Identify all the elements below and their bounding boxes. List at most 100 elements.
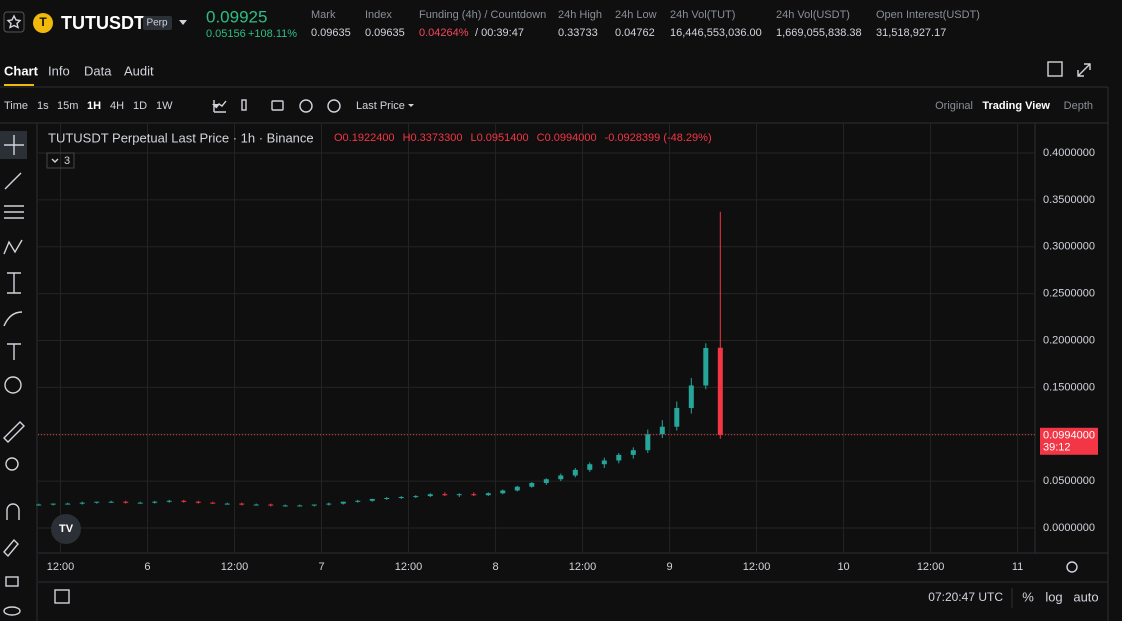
chart-title: TUTUSDT Perpetual Last Price · 1h · Bina… [48, 130, 314, 145]
interval[interactable]: 1H [87, 100, 101, 112]
magnet-tool[interactable] [6, 503, 20, 520]
candle-body [471, 494, 477, 496]
trend-line-tool[interactable] [4, 172, 22, 190]
candle-body [398, 497, 404, 499]
stat-value: 0.09635 [365, 27, 405, 39]
candle-body [94, 501, 100, 503]
tv-logo [51, 514, 81, 544]
coin-logo-letter: T [39, 15, 47, 29]
candle-body [297, 505, 303, 507]
interval[interactable]: 15m [57, 100, 78, 112]
lock-tool[interactable] [5, 576, 19, 587]
interval[interactable]: 1s [37, 100, 49, 112]
candle-body [166, 500, 172, 502]
candle-body [123, 501, 129, 503]
fullscreen-button[interactable] [1077, 63, 1091, 77]
ruler-tool[interactable] [3, 421, 25, 443]
candle-body [268, 504, 274, 506]
candle-body [543, 479, 549, 483]
date-range-button[interactable] [54, 589, 70, 604]
candle-body [253, 504, 259, 506]
stat-value: 0.09635 [311, 27, 351, 39]
lock-draw-tool[interactable] [3, 538, 19, 558]
candle-body [442, 494, 448, 496]
add-button[interactable] [299, 99, 313, 113]
chart-settings[interactable] [1066, 561, 1078, 573]
candle-body [36, 504, 42, 506]
candle-body [601, 460, 607, 465]
stat-label: 24h Vol(USDT) [776, 9, 850, 21]
interval[interactable]: 1D [133, 100, 147, 112]
active-tab-indicator [4, 84, 34, 86]
measure-tool[interactable] [7, 272, 21, 294]
visibility-tool[interactable] [3, 606, 21, 616]
symbol[interactable]: TUTUSDT [61, 13, 145, 33]
tab[interactable]: Info [48, 63, 70, 78]
y-tick-label: 0.0500000 [1043, 475, 1095, 487]
candle-body [50, 503, 56, 505]
tab[interactable]: Audit [124, 63, 154, 78]
candle-body [688, 385, 694, 408]
view-option[interactable]: Depth [1064, 100, 1093, 112]
coin-logo [33, 13, 53, 33]
pattern-tool[interactable] [3, 239, 23, 255]
stat-label: Funding (4h) / Countdown [419, 9, 546, 21]
scale-option[interactable]: auto [1073, 589, 1098, 604]
price-source[interactable]: Last Price [356, 100, 405, 112]
candle-body [355, 500, 361, 502]
stat-value: 0.04264% [419, 27, 469, 39]
scale-option[interactable]: % [1022, 589, 1034, 604]
x-tick-label: 12:00 [569, 561, 597, 573]
text-tool[interactable] [7, 343, 21, 360]
last-price-tag [1040, 427, 1098, 455]
view-option[interactable]: Trading View [982, 100, 1050, 112]
scale-option[interactable]: log [1045, 589, 1062, 604]
crosshair-tool[interactable] [4, 135, 24, 155]
brush-tool[interactable] [3, 311, 23, 327]
countdown-label: 39:12 [1043, 442, 1071, 454]
chart-type-button[interactable] [241, 99, 247, 111]
candle-body [500, 490, 506, 494]
screenshot-button[interactable] [271, 100, 284, 111]
y-tick-label: 0.2500000 [1043, 288, 1095, 300]
price-source-dropdown[interactable] [408, 104, 414, 107]
settings-button[interactable] [327, 99, 341, 113]
candle-body [369, 498, 375, 501]
layout-button[interactable] [1047, 61, 1063, 77]
x-tick-label: 12:00 [395, 561, 423, 573]
symbol-dropdown[interactable] [179, 20, 187, 25]
favorite-button[interactable] [3, 11, 25, 33]
clock: 07:20:47 UTC [928, 590, 1003, 604]
fib-tool[interactable] [4, 205, 24, 219]
interval[interactable]: 1W [156, 100, 173, 112]
zoom-tool[interactable] [5, 457, 19, 471]
indicators-button[interactable] [213, 100, 227, 113]
candle-body [659, 426, 665, 435]
badge: Perp [146, 18, 168, 29]
stat-label: Mark [311, 9, 336, 21]
indicator-toggle[interactable] [46, 152, 75, 169]
candle-body [485, 493, 491, 496]
candle-body [630, 450, 636, 455]
candle-body [413, 496, 419, 498]
candle-body [703, 347, 709, 386]
y-tick-label: 0.1500000 [1043, 381, 1095, 393]
x-tick-label: 10 [837, 561, 849, 573]
candle-body [456, 494, 462, 496]
interval[interactable]: 4H [110, 100, 124, 112]
candle-body [311, 504, 317, 506]
y-tick-label: 0.0000000 [1043, 522, 1095, 534]
x-tick-label: 8 [492, 561, 498, 573]
candle-body [195, 501, 201, 503]
candle-body [616, 454, 622, 461]
stat-label: 24h Vol(TUT) [670, 9, 735, 21]
tab[interactable]: Chart [4, 63, 39, 78]
view-option[interactable]: Original [935, 100, 973, 112]
candle-body [210, 502, 216, 504]
ohlc-legend: H0.3373300 [403, 132, 463, 144]
emoji-tool[interactable] [4, 376, 22, 394]
stat-value: 16,446,553,036.00 [670, 27, 762, 39]
candle-body [181, 500, 187, 502]
tab[interactable]: Data [84, 63, 112, 78]
